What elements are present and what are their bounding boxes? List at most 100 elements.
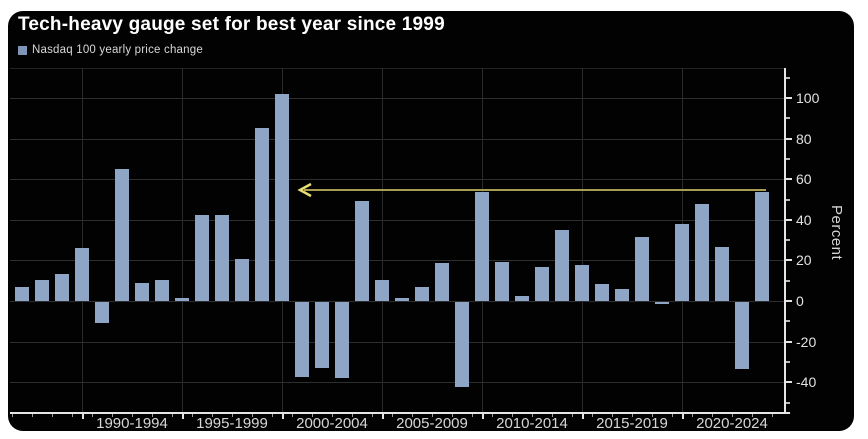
x-minor-tick bbox=[152, 414, 153, 417]
bar-2016 bbox=[615, 289, 629, 301]
y-major-tick bbox=[786, 259, 792, 262]
y-major-tick bbox=[786, 218, 792, 221]
y-major-tick bbox=[786, 178, 792, 181]
x-minor-tick bbox=[692, 414, 693, 417]
bar-2006 bbox=[415, 287, 429, 301]
x-minor-tick bbox=[492, 414, 493, 417]
y-minor-tick bbox=[786, 279, 790, 282]
y-tick-label--20: -20 bbox=[796, 333, 817, 350]
x-minor-tick bbox=[512, 414, 513, 417]
bar-2009 bbox=[475, 192, 489, 301]
arrow-head-icon bbox=[297, 182, 312, 198]
y-minor-tick bbox=[786, 117, 790, 120]
x-minor-tick bbox=[32, 414, 33, 417]
legend-swatch-icon bbox=[18, 45, 27, 55]
x-group-label-1990-1994: 1990-1994 bbox=[96, 415, 168, 431]
bar-2021 bbox=[715, 247, 729, 301]
x-major-tick bbox=[482, 414, 484, 419]
bar-1986 bbox=[15, 287, 29, 301]
bar-1990 bbox=[95, 302, 109, 324]
bar-1994 bbox=[175, 298, 189, 301]
x-group-label-2015-2019: 2015-2019 bbox=[596, 415, 668, 431]
h-gridline bbox=[10, 179, 784, 181]
y-axis-title: Percent bbox=[828, 205, 845, 261]
y-minor-tick bbox=[786, 401, 790, 404]
y-tick-label-0: 0 bbox=[796, 293, 804, 309]
x-minor-tick bbox=[652, 414, 653, 417]
y-tick-label-80: 80 bbox=[796, 130, 812, 147]
chart-legend: Nasdaq 100 yearly price change bbox=[18, 44, 203, 56]
bar-2010 bbox=[495, 262, 509, 301]
x-group-label-2010-2014: 2010-2014 bbox=[496, 415, 568, 431]
x-minor-tick bbox=[12, 414, 13, 417]
x-minor-tick bbox=[612, 414, 613, 417]
chart-plot-area: 100 80 60 40 20 0 -20 -40 1990-1994 1995-1999 2000… bbox=[8, 11, 854, 431]
bar-1992 bbox=[135, 282, 149, 301]
y-tick-label-20: 20 bbox=[796, 252, 812, 269]
h-gridline bbox=[10, 98, 784, 99]
bar-1997 bbox=[235, 259, 249, 301]
x-minor-tick bbox=[352, 414, 353, 417]
x-minor-tick bbox=[252, 414, 253, 417]
x-major-tick bbox=[582, 414, 584, 419]
bar-2003 bbox=[355, 201, 369, 301]
x-major-tick bbox=[182, 414, 184, 419]
y-tick-label-100: 100 bbox=[796, 90, 820, 106]
bar-2000 bbox=[295, 302, 309, 377]
x-major-tick bbox=[282, 414, 284, 419]
x-minor-tick bbox=[632, 414, 633, 417]
x-group-label-2020-2024: 2020-2024 bbox=[696, 415, 768, 431]
x-minor-tick bbox=[212, 414, 213, 417]
x-minor-tick bbox=[72, 414, 73, 417]
x-major-tick bbox=[82, 414, 84, 419]
x-minor-tick bbox=[192, 414, 193, 417]
x-minor-tick bbox=[552, 414, 553, 417]
x-minor-tick bbox=[752, 414, 753, 417]
x-minor-tick bbox=[172, 414, 173, 417]
x-minor-tick bbox=[572, 414, 573, 417]
y-major-tick bbox=[786, 300, 792, 302]
bar-2022 bbox=[735, 302, 749, 369]
bar-1991 bbox=[115, 169, 129, 301]
bar-1987 bbox=[35, 279, 49, 301]
x-minor-tick bbox=[472, 414, 473, 417]
y-major-tick bbox=[786, 381, 792, 384]
x-minor-tick bbox=[52, 414, 53, 417]
bar-2014 bbox=[575, 264, 589, 301]
y-major-tick bbox=[786, 97, 792, 99]
x-minor-tick bbox=[712, 414, 713, 417]
bar-1996 bbox=[215, 214, 229, 301]
y-major-tick bbox=[786, 340, 792, 343]
y-minor-tick bbox=[786, 320, 790, 323]
v-gridline bbox=[382, 68, 383, 412]
x-minor-tick bbox=[232, 414, 233, 417]
x-minor-tick bbox=[372, 414, 373, 417]
bar-1993 bbox=[155, 279, 169, 301]
y-tick-label--40: -40 bbox=[796, 374, 817, 391]
bar-2013 bbox=[555, 229, 569, 301]
y-minor-tick bbox=[786, 360, 790, 363]
x-minor-tick bbox=[92, 414, 93, 417]
h-gridline bbox=[10, 260, 784, 262]
y-tick-label-40: 40 bbox=[796, 211, 812, 228]
x-minor-tick bbox=[272, 414, 273, 417]
bar-2019 bbox=[675, 223, 689, 301]
bar-2011 bbox=[515, 295, 529, 301]
bar-2007 bbox=[435, 263, 449, 301]
x-minor-tick bbox=[292, 414, 293, 417]
x-minor-tick bbox=[732, 414, 733, 417]
bar-2018 bbox=[655, 302, 669, 304]
v-gridline bbox=[182, 68, 183, 412]
h-gridline bbox=[10, 301, 784, 302]
bar-2015 bbox=[595, 283, 609, 301]
bar-1988 bbox=[55, 273, 69, 301]
bar-2001 bbox=[315, 302, 329, 369]
h-gridline bbox=[10, 382, 784, 384]
v-gridline bbox=[582, 68, 583, 412]
x-minor-tick bbox=[312, 414, 313, 417]
bar-2017 bbox=[635, 237, 649, 301]
x-minor-tick bbox=[432, 414, 433, 417]
annotation-arrow bbox=[297, 182, 766, 198]
bar-2004 bbox=[375, 279, 389, 301]
x-minor-tick bbox=[112, 414, 113, 417]
